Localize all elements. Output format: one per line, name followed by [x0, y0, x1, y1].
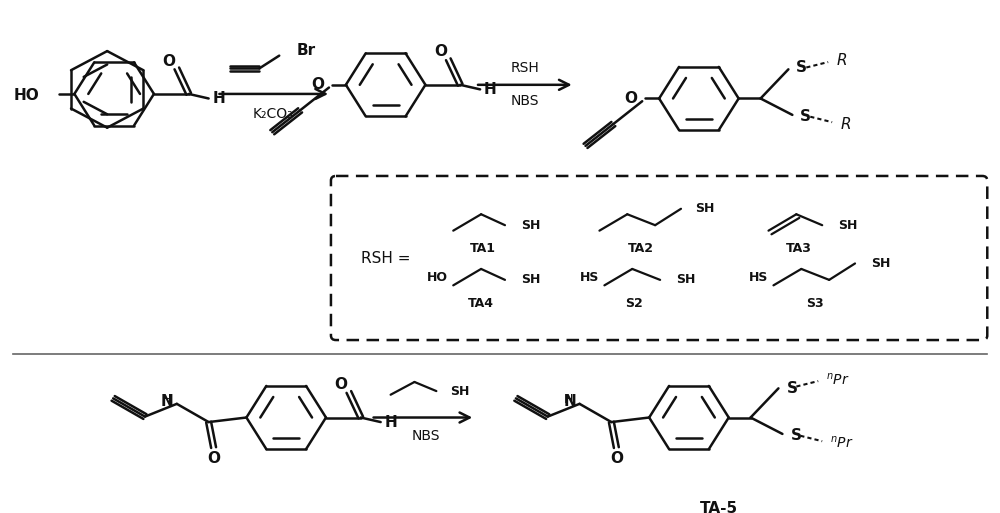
Text: $^{n}$Pr: $^{n}$Pr	[830, 435, 854, 451]
Text: H: H	[161, 393, 171, 406]
Text: HS: HS	[580, 271, 599, 284]
Text: NBS: NBS	[411, 429, 440, 443]
Text: TA1: TA1	[470, 242, 496, 255]
Text: N: N	[564, 393, 577, 409]
Text: SH: SH	[450, 385, 470, 398]
Text: O: O	[624, 91, 637, 106]
Text: O: O	[311, 77, 324, 92]
Text: S: S	[800, 109, 811, 124]
Text: SH: SH	[838, 219, 857, 232]
Text: O: O	[434, 45, 447, 60]
Text: O: O	[162, 54, 175, 69]
Text: H: H	[564, 393, 574, 406]
Text: HO: HO	[14, 88, 40, 103]
Text: NBS: NBS	[511, 94, 539, 108]
Text: HS: HS	[749, 271, 769, 284]
Text: TA3: TA3	[785, 242, 811, 255]
Text: O: O	[334, 377, 347, 392]
Text: SH: SH	[695, 202, 714, 215]
Text: H: H	[212, 91, 225, 106]
Text: HO: HO	[427, 271, 448, 284]
Text: K₂CO₃: K₂CO₃	[253, 107, 294, 121]
Text: S: S	[786, 381, 797, 396]
Text: $^{n}$Pr: $^{n}$Pr	[826, 371, 850, 387]
Text: S3: S3	[806, 297, 824, 310]
Text: N: N	[161, 393, 174, 409]
Text: Br: Br	[296, 43, 315, 57]
Text: SH: SH	[521, 273, 540, 286]
Text: SH: SH	[521, 219, 540, 232]
Text: R: R	[840, 116, 851, 131]
Text: TA-5: TA-5	[700, 501, 738, 513]
Text: S: S	[790, 428, 801, 443]
Text: H: H	[484, 82, 496, 97]
Text: S: S	[796, 60, 807, 75]
Text: TA4: TA4	[468, 297, 494, 310]
Text: S2: S2	[625, 297, 643, 310]
Text: O: O	[610, 451, 623, 466]
Text: RSH: RSH	[510, 62, 539, 75]
Text: TA2: TA2	[628, 242, 654, 255]
Text: SH: SH	[676, 273, 695, 286]
Text: O: O	[207, 451, 220, 466]
Text: SH: SH	[871, 257, 890, 270]
Text: H: H	[384, 415, 397, 429]
Text: R: R	[836, 53, 847, 68]
Text: RSH =: RSH =	[361, 250, 410, 266]
